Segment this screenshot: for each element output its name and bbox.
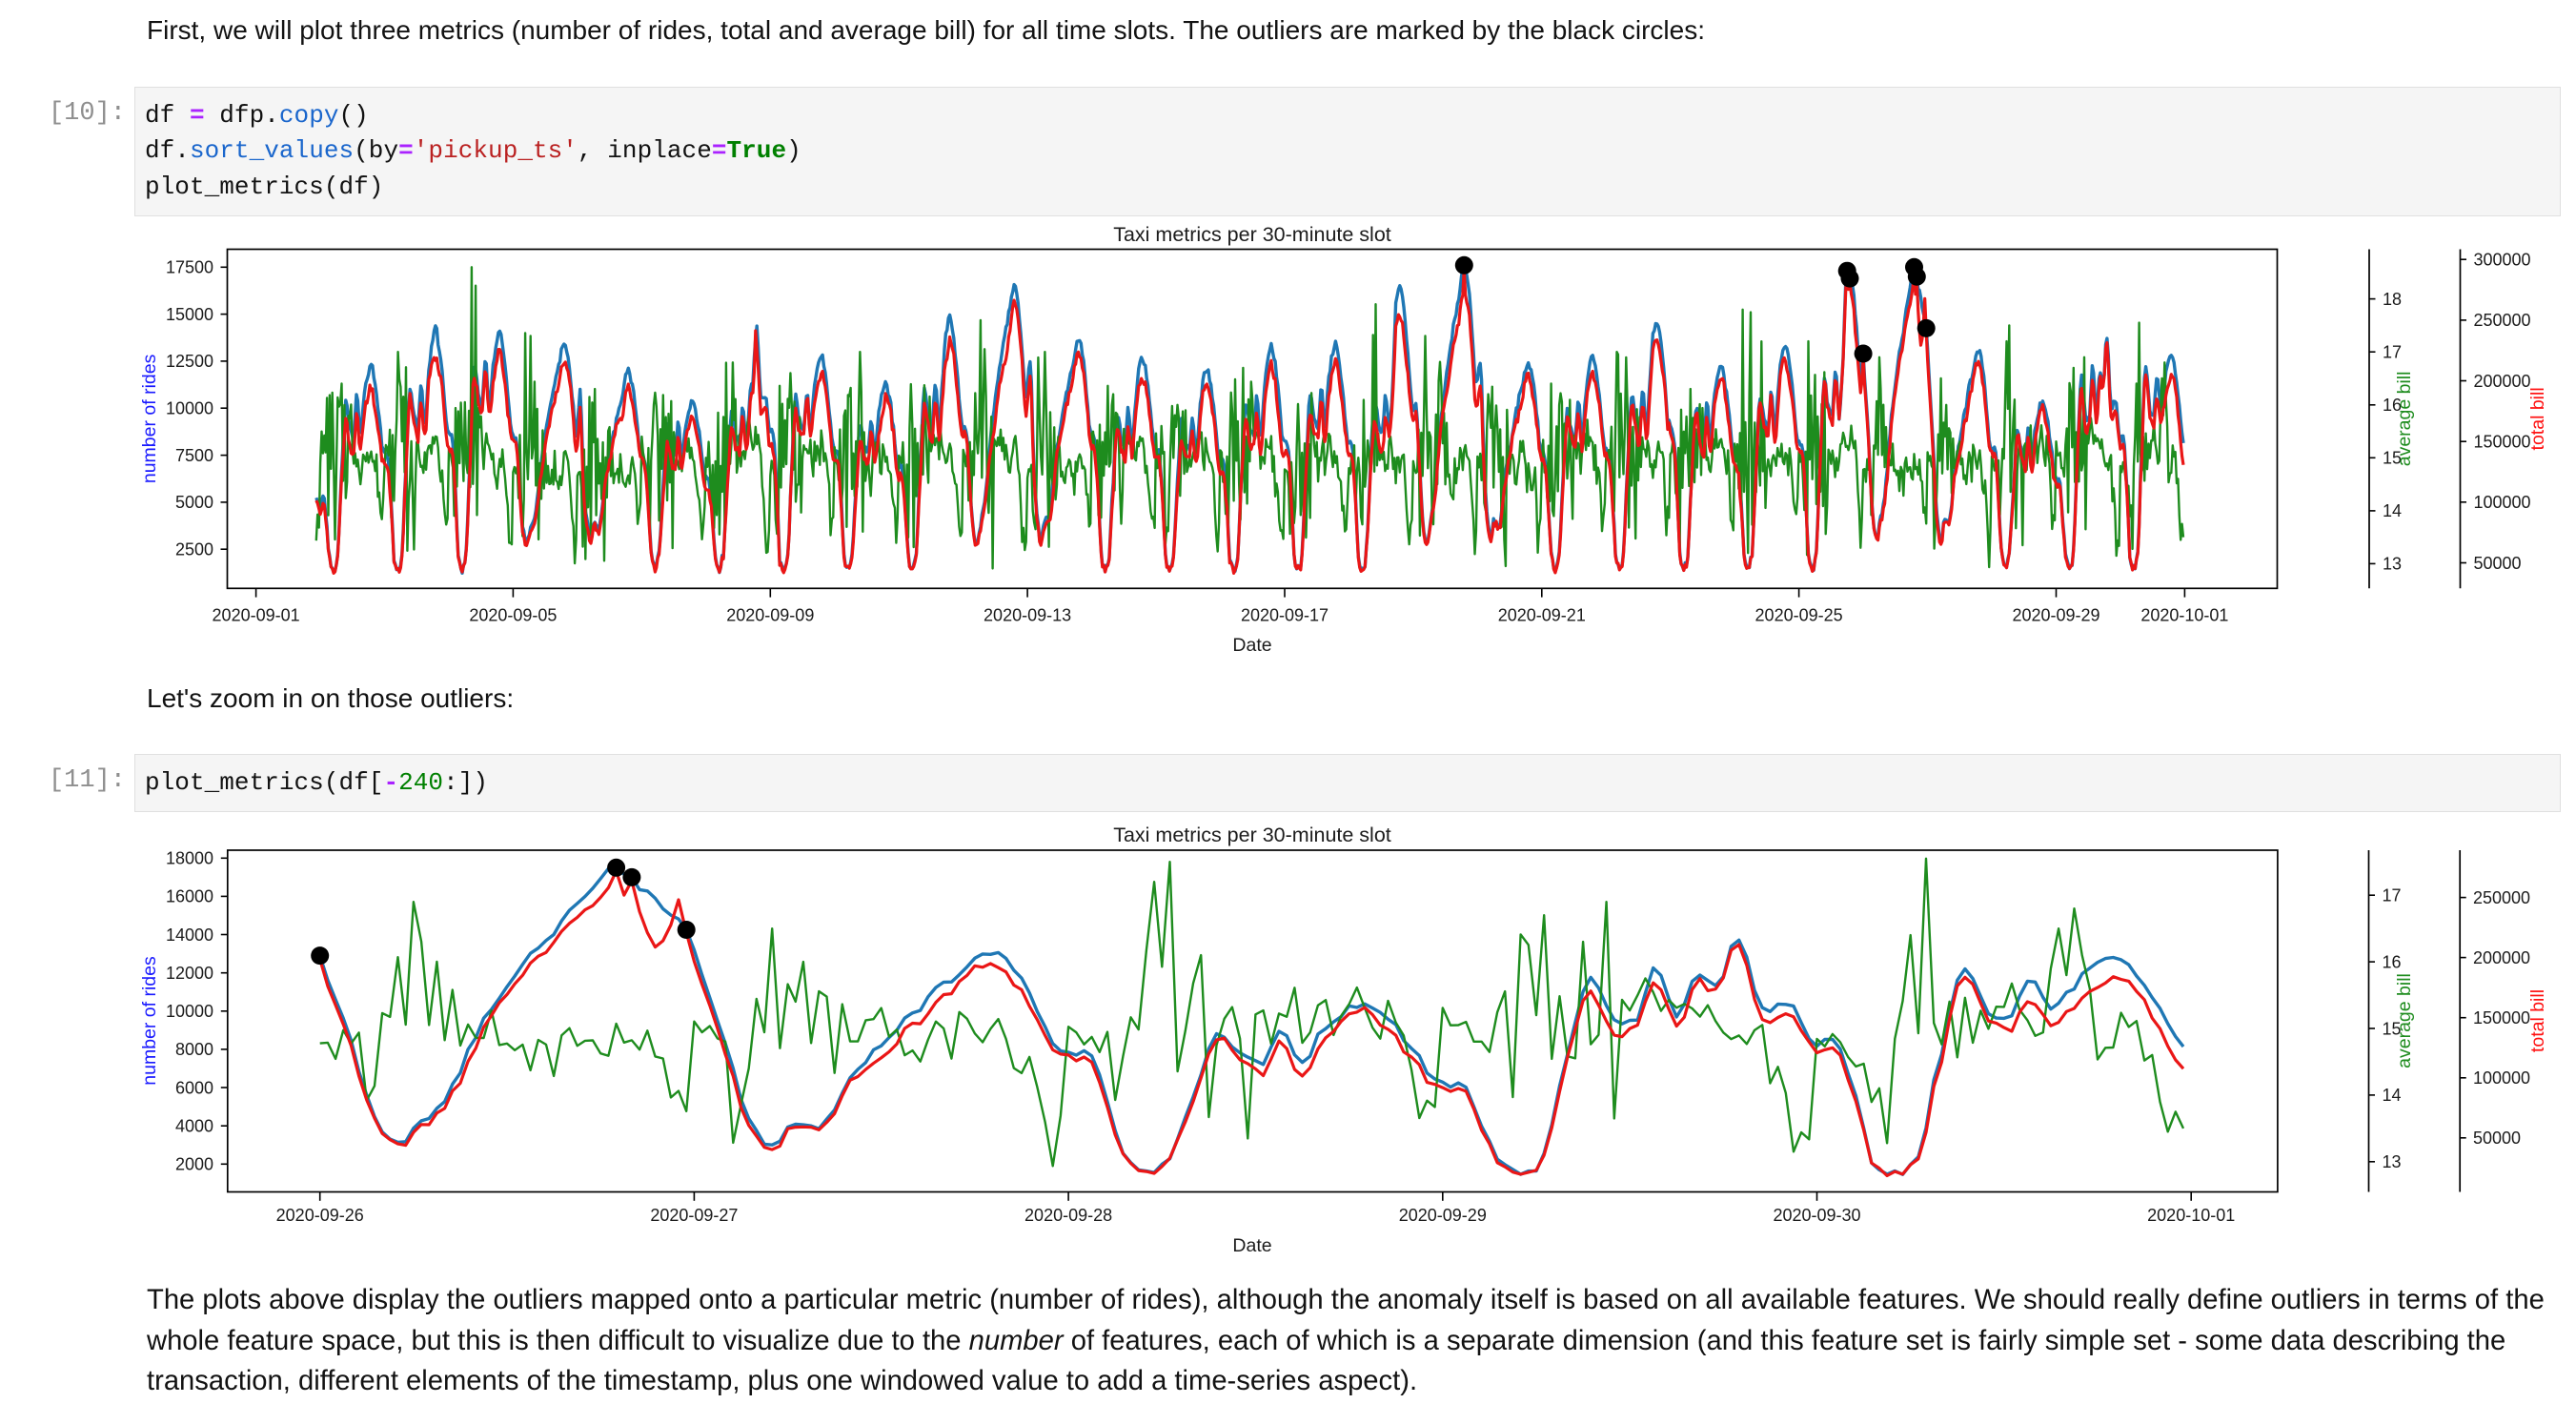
svg-text:Date: Date [1232,635,1271,656]
svg-text:number of rides: number of rides [139,354,160,483]
svg-text:2020-09-29: 2020-09-29 [2012,606,2099,625]
svg-text:17: 17 [2383,343,2402,362]
svg-text:2020-10-01: 2020-10-01 [2140,606,2228,625]
svg-text:200000: 200000 [2474,372,2531,391]
svg-text:200000: 200000 [2473,948,2530,967]
svg-text:10000: 10000 [166,1002,213,1021]
svg-text:13: 13 [2383,555,2402,574]
svg-text:15: 15 [2383,449,2402,468]
svg-text:6000: 6000 [175,1078,213,1097]
svg-text:17: 17 [2383,886,2402,905]
svg-text:2020-09-28: 2020-09-28 [1024,1206,1112,1225]
svg-text:2020-09-01: 2020-09-01 [213,606,300,625]
svg-text:14000: 14000 [166,926,213,945]
svg-text:Date: Date [1232,1235,1271,1256]
svg-text:100000: 100000 [2473,1068,2530,1088]
svg-text:2020-09-17: 2020-09-17 [1241,606,1329,625]
svg-text:14: 14 [2383,1086,2402,1105]
svg-text:17500: 17500 [166,258,213,277]
svg-text:total bill: total bill [2527,387,2548,450]
svg-text:14: 14 [2383,501,2402,520]
svg-text:2020-09-30: 2020-09-30 [1773,1206,1860,1225]
svg-text:2020-09-13: 2020-09-13 [984,606,1071,625]
svg-text:8000: 8000 [175,1040,213,1059]
svg-text:2000: 2000 [175,1155,213,1174]
svg-text:300000: 300000 [2474,251,2531,270]
svg-text:2020-09-25: 2020-09-25 [1755,606,1843,625]
svg-text:2020-09-05: 2020-09-05 [469,606,557,625]
svg-text:2020-09-29: 2020-09-29 [1399,1206,1487,1225]
svg-text:2020-09-27: 2020-09-27 [650,1206,738,1225]
svg-text:10000: 10000 [166,399,213,418]
svg-text:50000: 50000 [2473,1129,2521,1148]
svg-text:16: 16 [2383,396,2402,415]
svg-text:2020-10-01: 2020-10-01 [2147,1206,2235,1225]
svg-text:Taxi metrics per 30-minute slo: Taxi metrics per 30-minute slot [1113,223,1391,246]
svg-text:average bill: average bill [2394,973,2415,1068]
svg-text:2020-09-21: 2020-09-21 [1498,606,1586,625]
svg-text:150000: 150000 [2474,433,2531,452]
svg-text:100000: 100000 [2474,493,2531,512]
svg-text:50000: 50000 [2474,554,2522,573]
svg-text:number of rides: number of rides [139,956,160,1086]
svg-text:2020-09-09: 2020-09-09 [726,606,814,625]
svg-text:15: 15 [2383,1019,2402,1038]
svg-text:4000: 4000 [175,1117,213,1136]
svg-text:7500: 7500 [175,446,213,465]
svg-text:average bill: average bill [2394,372,2415,467]
svg-text:16: 16 [2383,952,2402,971]
svg-text:13: 13 [2383,1152,2402,1171]
svg-text:2020-09-26: 2020-09-26 [276,1206,364,1225]
svg-text:18000: 18000 [166,849,213,868]
svg-text:Taxi metrics per 30-minute slo: Taxi metrics per 30-minute slot [1113,824,1391,846]
svg-text:16000: 16000 [166,887,213,906]
svg-text:5000: 5000 [175,493,213,512]
svg-text:12500: 12500 [166,352,213,371]
svg-text:15000: 15000 [166,305,213,324]
svg-text:2500: 2500 [175,540,213,559]
svg-text:150000: 150000 [2473,1008,2530,1027]
svg-text:250000: 250000 [2473,888,2530,907]
svg-text:250000: 250000 [2474,311,2531,330]
svg-text:12000: 12000 [166,964,213,983]
svg-text:total bill: total bill [2527,989,2548,1052]
svg-text:18: 18 [2383,290,2402,309]
